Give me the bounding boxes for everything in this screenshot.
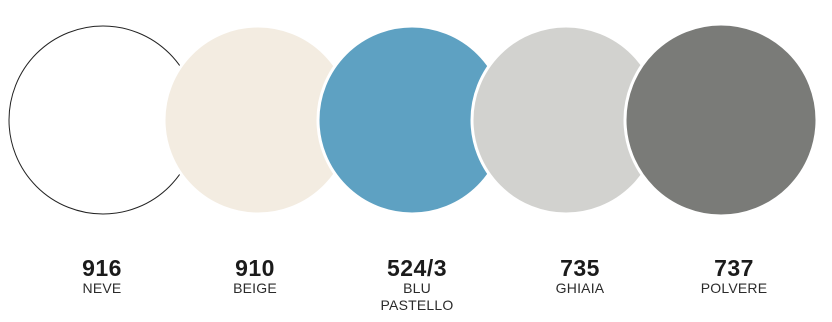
color-swatch-row xyxy=(8,22,819,218)
swatch-label-735: 735 GHIAIA xyxy=(505,256,655,297)
swatch-name: BEIGE xyxy=(233,280,277,296)
swatch-code: 737 xyxy=(714,255,754,281)
swatch-code: 910 xyxy=(235,255,275,281)
swatch-code: 916 xyxy=(82,255,122,281)
swatch-name: GHIAIA xyxy=(555,280,605,296)
swatch-code: 524/3 xyxy=(386,255,448,281)
swatch-code: 735 xyxy=(560,255,600,281)
swatch-name: POLVERE xyxy=(700,280,768,296)
swatch-label-524-3: 524/3 BLU PASTELLO xyxy=(339,256,495,314)
swatch-circle-737[interactable] xyxy=(623,22,819,218)
swatch-name-line-2: PASTELLO xyxy=(380,297,454,313)
swatch-name: NEVE xyxy=(82,280,122,296)
swatch-label-916: 916 NEVE xyxy=(27,256,177,297)
swatch-label-910: 910 BEIGE xyxy=(180,256,330,297)
swatch-name-line-1: BLU xyxy=(403,280,431,296)
swatch-label-737: 737 POLVERE xyxy=(659,256,809,297)
